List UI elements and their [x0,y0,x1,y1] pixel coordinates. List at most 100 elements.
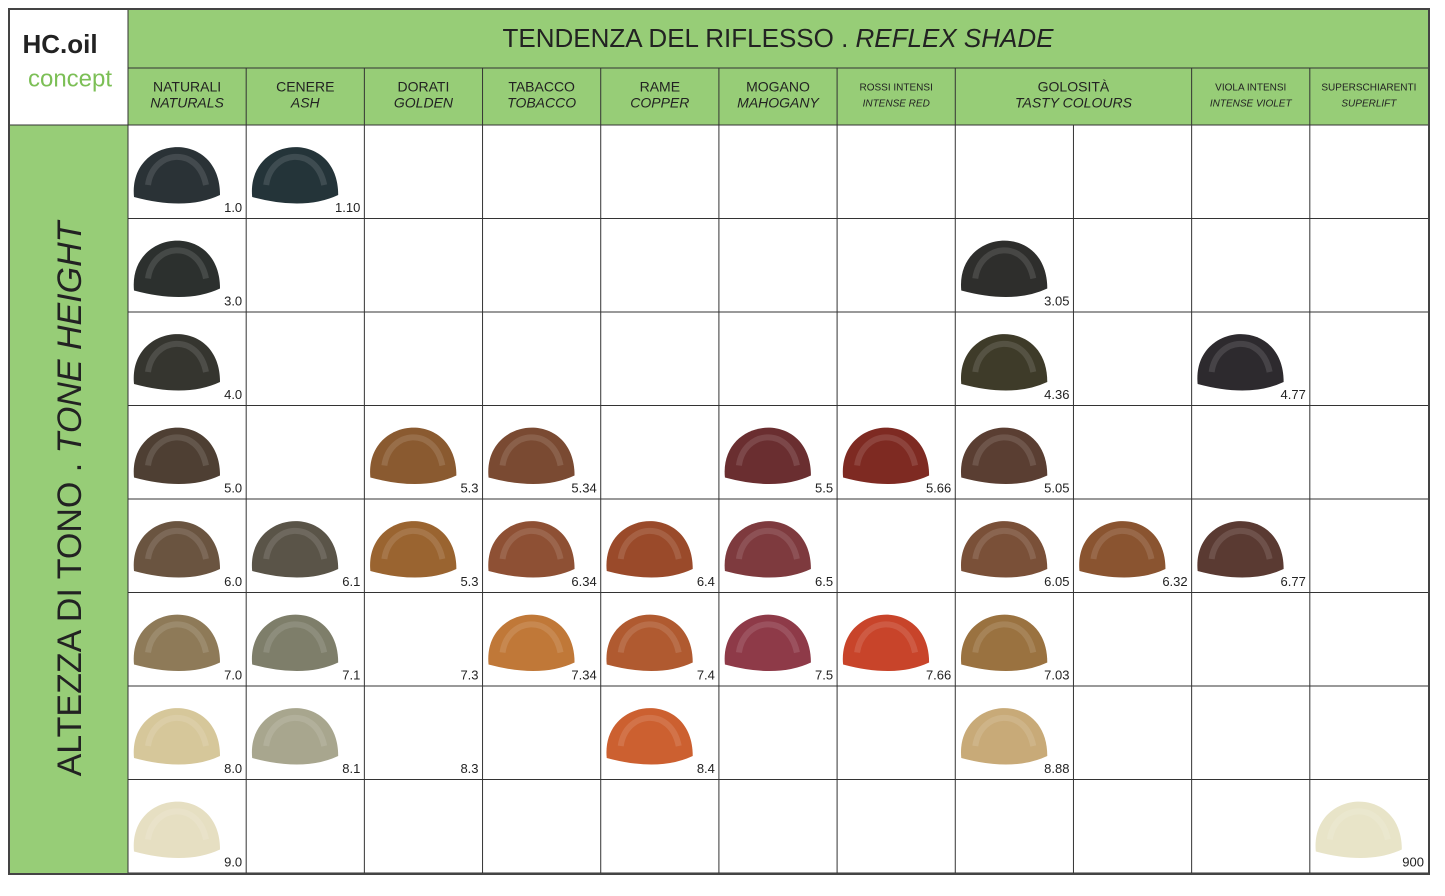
hair-swatch [370,521,457,578]
hair-swatch [133,801,220,859]
hair-swatch [488,614,575,672]
swatch-sheen [1208,527,1273,560]
shade-label: 6.05 [1044,574,1069,589]
hair-swatch [960,427,1048,485]
shade-label: 7.03 [1044,667,1069,682]
hair-swatch [133,334,220,391]
swatch-sheen [1208,340,1273,373]
swatch-sheen [972,340,1037,373]
swatch-sheen [499,527,564,560]
side-en: TONE HEIGHT [51,219,89,453]
swatch-sheen [1090,527,1155,560]
hair-swatch [133,614,220,672]
hair-swatch [1315,801,1402,859]
hair-swatch [606,521,693,578]
title-it: TENDENZA DEL RIFLESSO . [503,23,856,53]
swatch-sheen [263,527,328,560]
shade-label: 900 [1402,854,1424,869]
shade-label: 4.36 [1044,387,1069,402]
hair-swatch [960,708,1048,765]
column-title: TABACCO [508,79,575,95]
hair-swatch [960,240,1048,298]
column-title: VIOLA INTENSI [1215,83,1286,94]
side-it: ALTEZZA DI TONO . [51,453,89,776]
shade-label: 5.66 [926,480,951,495]
column-title: SUPERSCHIARENTI [1321,83,1416,94]
hair-swatch [842,614,930,672]
swatch-sheen [145,153,209,186]
shade-label: 7.4 [697,667,715,682]
swatch-sheen [145,340,209,373]
swatch-sheen [145,527,209,560]
hair-swatch [251,147,339,204]
swatch-sheen [735,527,800,560]
swatch-sheen [972,434,1037,467]
column-subtitle: ASH [290,95,321,111]
column-subtitle: COPPER [630,95,689,111]
column-subtitle: NATURALS [150,95,224,111]
hair-swatch [724,521,811,578]
column-subtitle: GOLDEN [394,95,454,111]
side-title: ALTEZZA DI TONO . TONE HEIGHT [51,219,89,776]
column-subtitle: TOBACCO [507,95,576,111]
shade-label: 7.34 [571,667,596,682]
side-band [10,125,128,873]
swatch-sheen [263,621,328,654]
shade-label: 6.5 [815,574,833,589]
hair-swatch [960,334,1048,391]
hair-swatch [133,427,220,485]
column-subtitle: MAHOGANY [737,95,820,111]
column-subtitle: SUPERLIFT [1341,99,1397,110]
swatch-sheen [381,434,446,467]
hair-swatch [960,614,1048,672]
hair-swatch [1197,521,1284,578]
swatch-sheen [735,434,800,467]
swatch-sheen [1326,808,1391,841]
shade-label: 4.0 [224,387,242,402]
swatch-sheen [854,434,919,467]
hair-swatch [1197,334,1284,391]
shade-label: 8.3 [460,761,478,776]
swatch-sheen [263,153,328,186]
shade-label: 6.1 [342,574,360,589]
hair-swatch [251,521,339,578]
logo-brand: HC.oil [22,29,97,59]
shade-label: 5.34 [571,480,596,495]
title-en: REFLEX SHADE [856,23,1055,53]
shade-label: 6.32 [1162,574,1187,589]
swatch-sheen [735,621,800,654]
shade-label: 3.05 [1044,293,1069,308]
shade-label: 3.0 [224,293,242,308]
swatch-sheen [617,527,682,560]
hair-swatch [960,521,1048,578]
hair-swatch [251,708,339,765]
hair-swatch [842,427,930,485]
outer-border [8,8,1430,875]
swatch-sheen [381,527,446,560]
shade-label: 6.0 [224,574,242,589]
swatch-sheen [499,621,564,654]
shade-label: 8.4 [697,761,715,776]
column-title: MOGANO [746,79,810,95]
shade-label: 7.0 [224,667,242,682]
column-title: GOLOSITÀ [1038,79,1110,95]
shade-label: 6.34 [571,574,596,589]
shade-label: 5.05 [1044,480,1069,495]
swatch-sheen [145,247,209,280]
swatch-sheen [617,714,682,747]
column-subtitle: INTENSE RED [863,99,930,110]
shade-label: 5.3 [460,574,478,589]
shade-label: 8.88 [1044,761,1069,776]
swatch-sheen [617,621,682,654]
hair-swatch [488,427,575,485]
swatch-sheen [972,527,1037,560]
shade-label: 1.10 [335,200,360,215]
header-title: TENDENZA DEL RIFLESSO . REFLEX SHADE [503,23,1055,53]
shade-label: 1.0 [224,200,242,215]
column-title: ROSSI INTENSI [860,83,933,94]
column-title: RAME [640,79,680,95]
hair-swatch [1079,521,1166,578]
